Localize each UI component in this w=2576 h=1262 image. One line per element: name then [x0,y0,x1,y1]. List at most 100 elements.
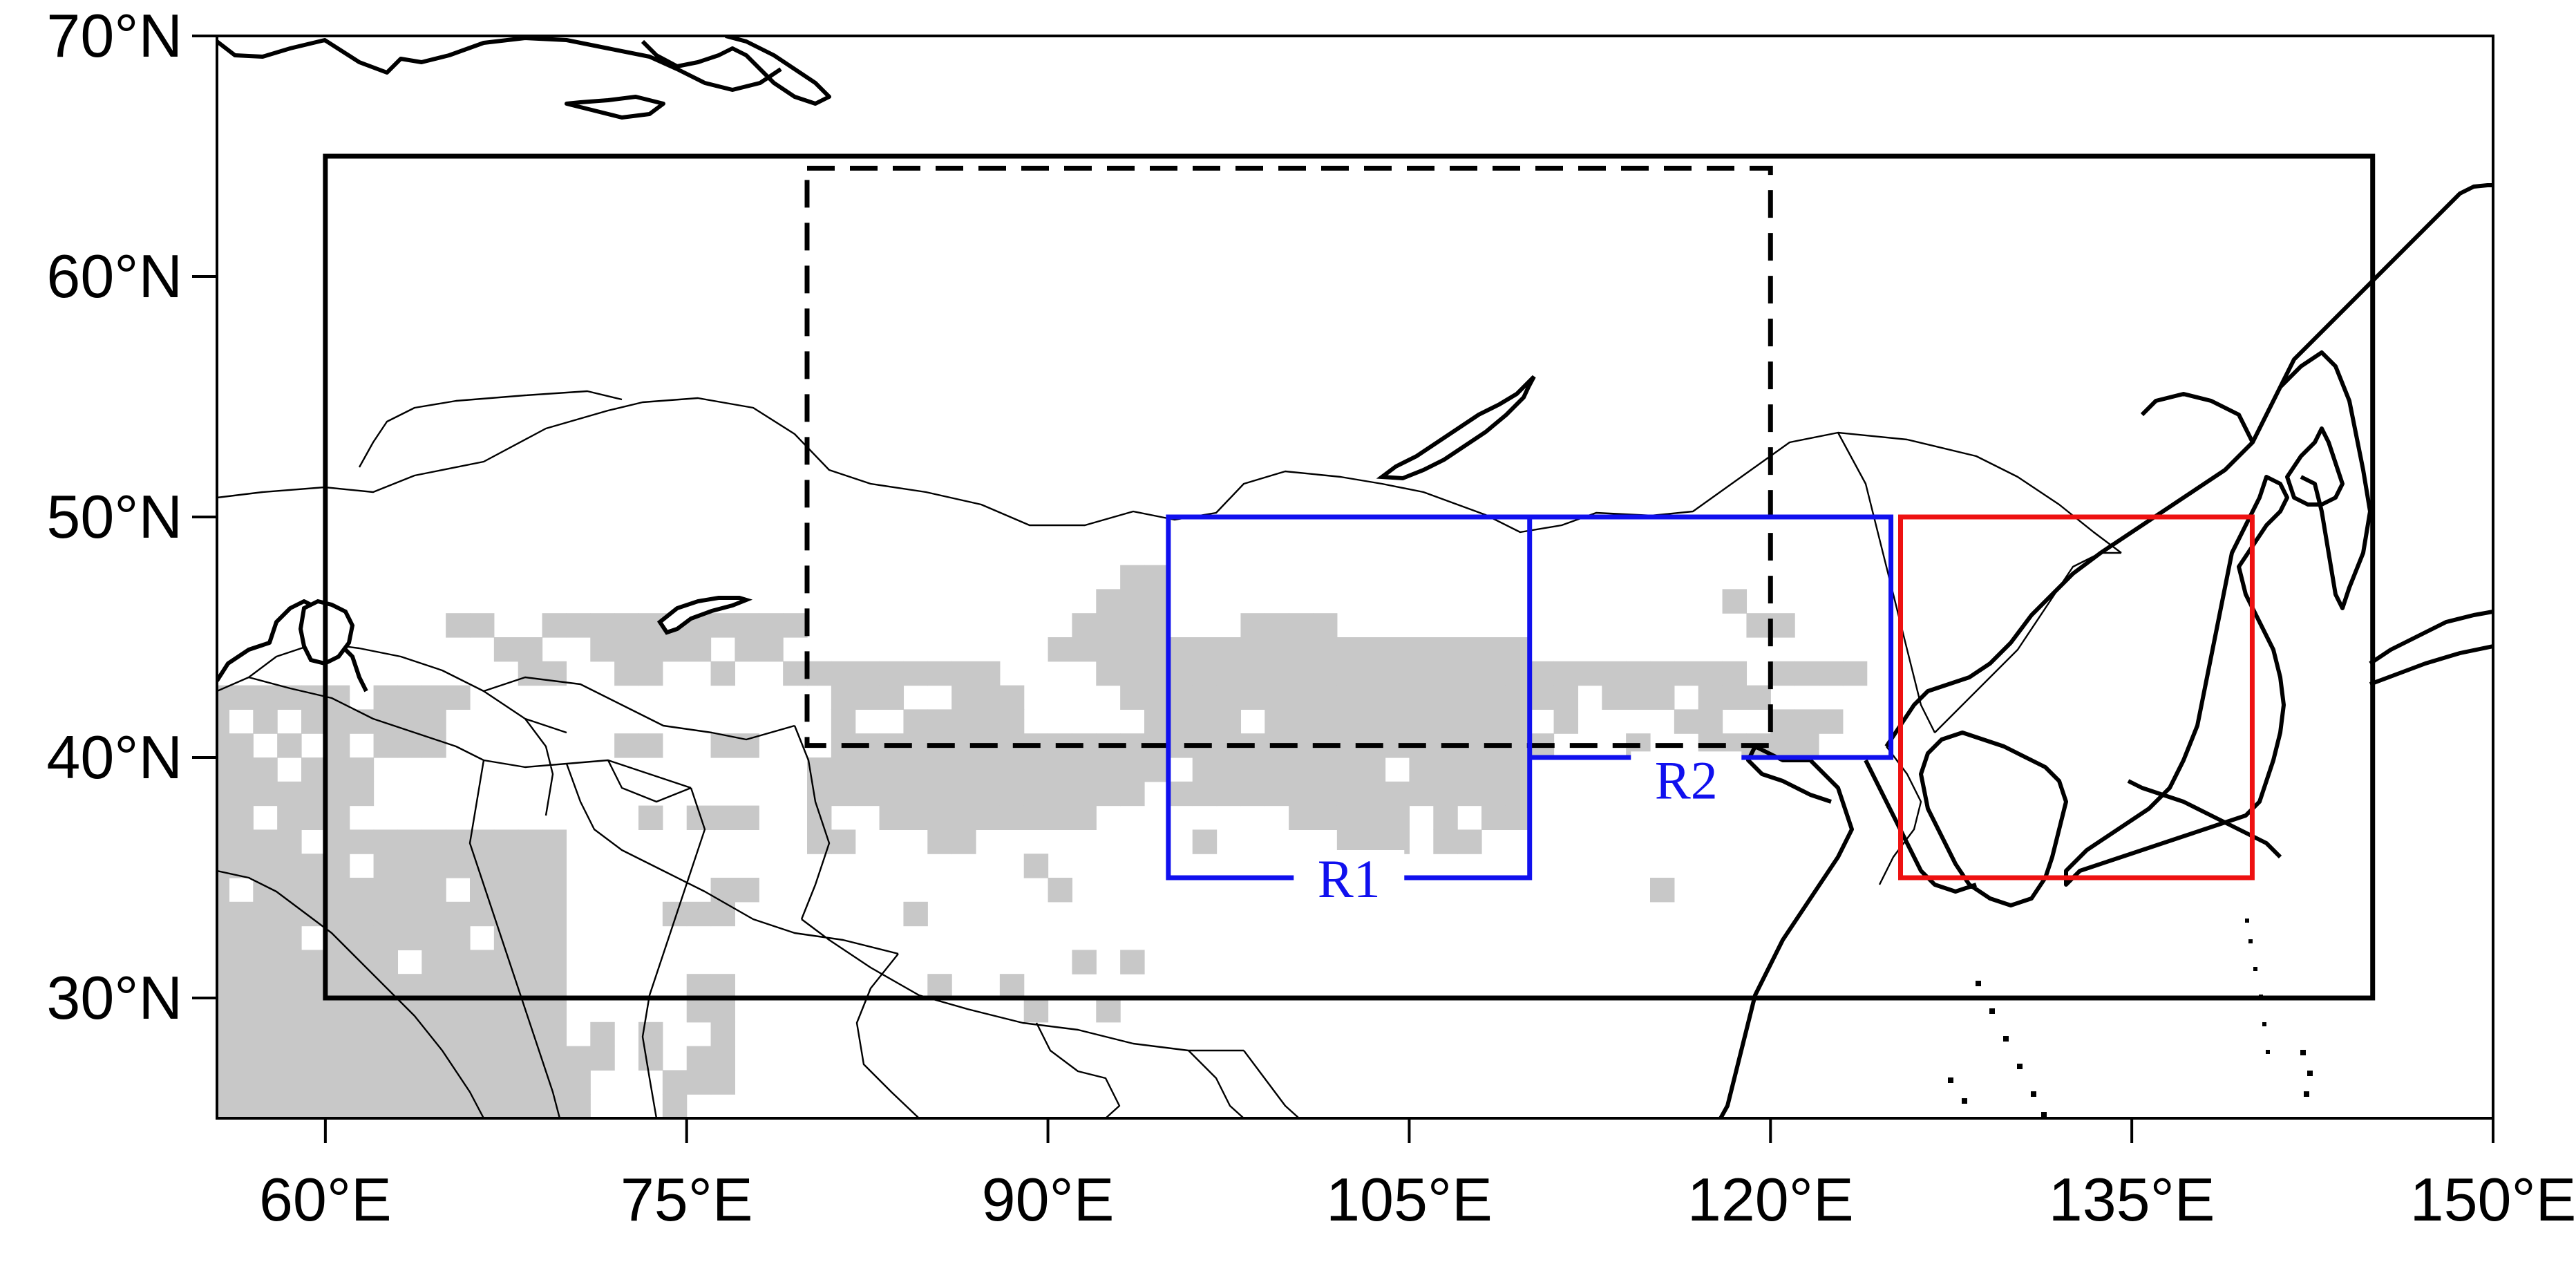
shaded-cell [1096,613,1121,638]
shaded-cell [277,805,302,830]
shaded-cell [831,781,856,807]
shaded-cell [397,709,422,734]
shaded-cell [325,1046,350,1071]
shaded-cell [542,901,567,927]
longitude-axis: 60°E 75°E 90°E 105°E 120°E 135°E 150°E [259,1118,2576,1234]
shaded-cell [927,829,952,854]
shaded-cell [373,709,399,734]
x-tick-label: 75°E [621,1165,753,1234]
shaded-cell [1265,637,1289,662]
shaded-cell [1553,709,1579,734]
shaded-cell [662,637,688,662]
shaded-cell [1746,613,1771,638]
shaded-cell [1385,781,1410,807]
shaded-cell [976,685,1001,710]
shaded-cell [229,805,254,830]
shaded-cell [229,950,254,974]
shaded-cell [217,1046,230,1071]
shaded-cell [1048,781,1073,807]
shaded-cell [217,805,230,830]
shaded-cell [325,805,350,830]
shaded-cell [1409,709,1434,734]
shaded-cell [1481,781,1506,807]
shaded-cell [1072,950,1097,974]
shaded-cell [1192,637,1218,662]
shaded-cell [1072,613,1097,638]
shaded-cell [493,1070,519,1095]
shaded-cell [951,805,976,830]
shaded-cell [759,637,784,662]
shaded-cell [470,950,495,974]
shaded-cell [1168,637,1193,662]
shaded-cell [325,878,350,903]
shaded-cell [976,781,1001,807]
region-label-r2: R2 [1655,750,1718,810]
shaded-cell [1505,685,1531,710]
shaded-cell [301,974,326,999]
bonin-islands [2300,1050,2313,1097]
shaded-cell [349,781,375,807]
shaded-cell [1650,878,1675,903]
shaded-cell [470,1021,495,1047]
shaded-cell [470,829,495,854]
shaded-cell [373,1070,399,1095]
shaded-cell [1289,805,1314,830]
shaded-cell [759,613,784,638]
y-tick-label: 30°N [46,963,182,1032]
shaded-cell [229,1070,254,1095]
shaded-cell [1457,829,1482,854]
plot-frame [216,35,2494,1120]
shaded-cell [662,1094,688,1118]
shaded-cell [217,974,230,999]
shaded-cell [470,613,495,638]
shaded-cell [542,925,567,950]
shaded-cell [253,757,278,782]
shaded-cell [1144,709,1169,734]
shaded-cell [1698,661,1723,686]
shaded-cell [879,781,905,807]
shaded-cell [1144,757,1169,782]
shaded-cell [976,757,1001,782]
shaded-cell [493,1046,519,1071]
shaded-cell [1336,805,1362,830]
shaded-cell [927,805,952,830]
shaded-cell [1072,781,1097,807]
shaded-cell [1096,998,1121,1023]
shaded-cell [217,901,230,927]
shaded-cell [1216,685,1242,710]
shaded-cell [422,1070,446,1095]
shaded-cell [1553,685,1579,710]
shaded-cell [1409,781,1434,807]
shaded-cell [1289,709,1314,734]
shaded-cell [1457,709,1482,734]
shaded-cell [1168,709,1193,734]
shaded-cell [301,950,326,974]
shaded-cell [1505,661,1531,686]
shaded-cell [1336,685,1362,710]
shaded-cell [217,1070,230,1095]
shaded-cell [253,950,278,974]
shaded-cell [325,1094,350,1118]
shaded-cell [1842,661,1868,686]
shaded-cell [807,805,832,830]
lake-baikal [1376,375,1536,481]
shaded-cell [951,661,976,686]
shaded-cell [855,685,880,710]
shaded-cell [638,1046,663,1071]
shaded-cell [397,1070,422,1095]
shaded-cell [422,854,446,878]
shaded-cell [614,733,639,758]
y-tick-label: 50°N [46,482,182,551]
shaded-cell [1409,685,1434,710]
shaded-cell [518,854,543,878]
shaded-cell [1023,757,1049,782]
shaded-cell [1819,709,1844,734]
shaded-cell [373,1094,399,1118]
shaded-cell [1457,661,1482,686]
basemap [217,36,2493,1118]
shaded-cell [397,1094,422,1118]
shaded-cell [493,878,519,903]
shaded-cell [1265,781,1289,807]
shaded-cell [879,685,905,710]
shaded-cell [710,878,736,903]
